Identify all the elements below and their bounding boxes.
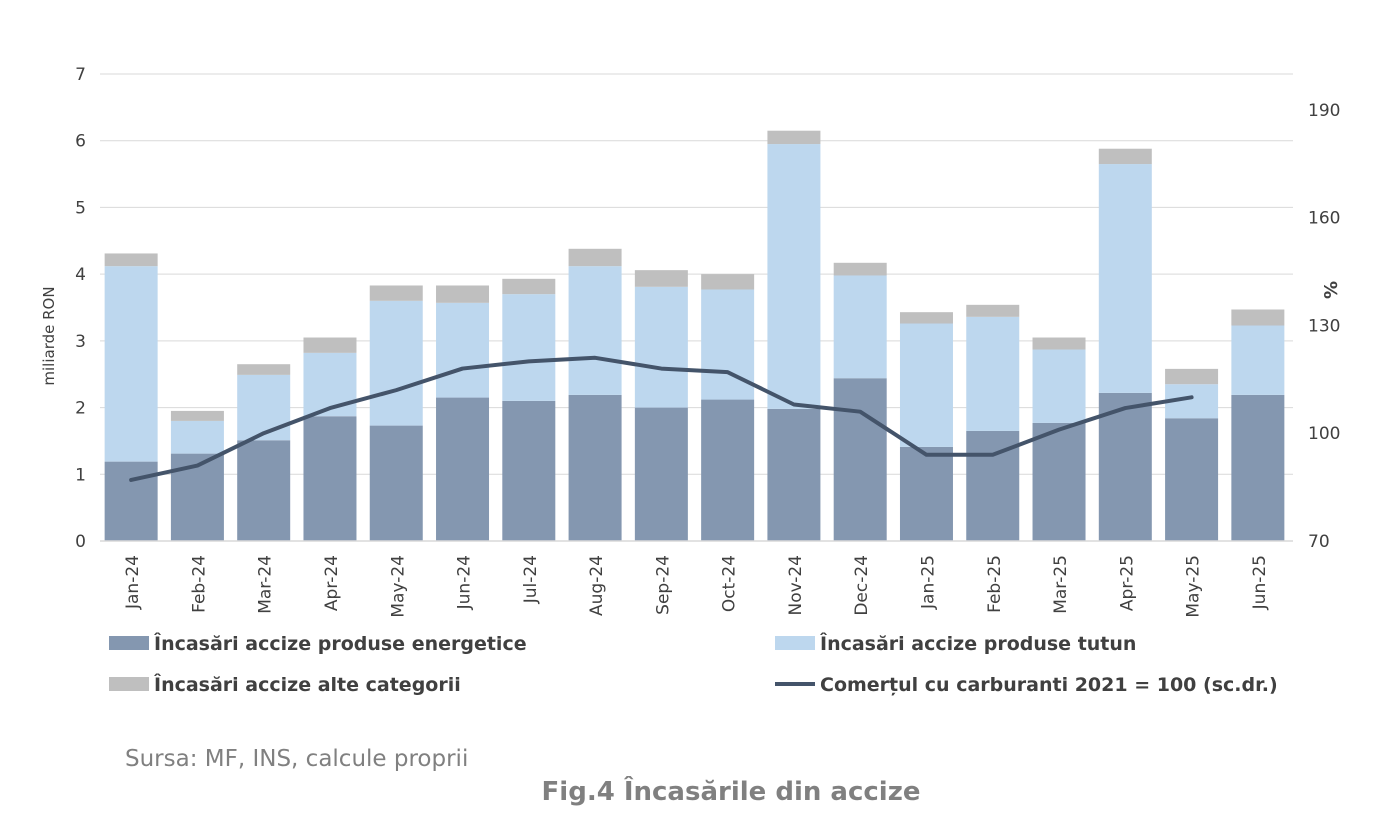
bar-segment-3 [634, 270, 688, 287]
legend-label-4: Comerțul cu carburanti 2021 = 100 (sc.dr… [820, 674, 1278, 696]
x-tick-label: Dec-24 [852, 555, 872, 616]
legend-swatch-3 [109, 677, 149, 691]
bar-segment-3 [1032, 337, 1086, 350]
bar-segment-2 [502, 294, 556, 401]
bar-segment-1 [1231, 394, 1285, 541]
x-tick-label: Jul-24 [521, 555, 541, 604]
y2-tick-label: 100 [1308, 424, 1340, 444]
source-note: Sursa: MF, INS, calcule proprii [125, 746, 469, 772]
legend-swatch-2 [775, 636, 815, 650]
bar-segment-2 [1098, 164, 1152, 393]
y2-axis-label: % [1321, 281, 1342, 299]
bar-segment-3 [303, 337, 357, 353]
bar-segment-2 [634, 286, 688, 408]
y-tick-label: 5 [75, 198, 86, 218]
bar-segment-1 [369, 425, 423, 541]
bar-segment-3 [568, 248, 622, 267]
x-tick-label: Oct-24 [720, 555, 740, 612]
bar-segment-1 [502, 400, 556, 541]
bar-segment-3 [833, 262, 887, 276]
x-tick-label: May-25 [1184, 555, 1204, 618]
x-tick-label: May-24 [388, 555, 408, 618]
bar-segment-2 [1231, 325, 1285, 395]
bar-segment-1 [634, 407, 688, 541]
y2-tick-label: 130 [1308, 316, 1340, 336]
x-tick-label: Feb-24 [189, 555, 209, 613]
legend-label-2: Încasări accize produse tutun [820, 632, 1136, 655]
legend: Încasări accize produse energetice Încasă… [109, 632, 1278, 696]
bar-segment-1 [1165, 418, 1219, 541]
x-tick-label: Nov-24 [786, 555, 806, 616]
x-tick-label: Jun-25 [1250, 555, 1270, 610]
figure-title: Fig.4 Încasările din accize [541, 777, 921, 807]
bar-segment-3 [1231, 309, 1285, 326]
bar-segment-3 [1098, 148, 1152, 165]
bar-segment-3 [701, 274, 755, 290]
bar-segment-1 [1032, 422, 1086, 541]
y-tick-label: 0 [75, 532, 86, 552]
bar-segment-1 [701, 399, 755, 541]
bar-segment-2 [303, 352, 357, 417]
bar-segment-1 [303, 416, 357, 541]
bar-segment-1 [767, 408, 821, 541]
bar-segment-2 [104, 266, 158, 462]
bar-segment-2 [369, 300, 423, 426]
bar-segment-1 [237, 440, 291, 541]
bar-segment-3 [104, 253, 158, 267]
bar-segment-1 [568, 394, 622, 541]
bar-segment-3 [899, 312, 953, 324]
bar-segment-3 [237, 364, 291, 375]
legend-label-3: Încasări accize alte categorii [154, 673, 461, 696]
y-tick-label: 4 [75, 265, 86, 285]
bar-segment-3 [502, 278, 556, 295]
fuel-trade-line-layer [129, 355, 1194, 482]
x-tick-label: Apr-24 [322, 555, 342, 611]
bar-segment-3 [436, 285, 490, 303]
x-tick-label: Apr-25 [1117, 555, 1137, 611]
bar-segment-1 [104, 461, 158, 541]
y-tick-label: 7 [75, 65, 86, 85]
bar-stacks [104, 130, 1285, 541]
bar-segment-2 [1032, 349, 1086, 423]
axes: 0 1 2 3 4 5 6 7 70 100 130 160 190 Jan-24 Feb-24 Mar-24… [75, 65, 1340, 618]
bar-segment-2 [833, 275, 887, 379]
x-tick-label: Aug-24 [587, 555, 607, 616]
bar-segment-3 [369, 285, 423, 301]
y-tick-label: 6 [75, 132, 86, 152]
x-tick-label: Feb-25 [985, 555, 1005, 613]
bar-segment-1 [1098, 392, 1152, 541]
x-tick-label: Jan-25 [918, 555, 938, 610]
x-tick-label: Mar-24 [256, 555, 276, 614]
y2-tick-label: 160 [1308, 209, 1340, 229]
fuel-trade-line [129, 355, 1194, 482]
bar-segment-1 [436, 397, 490, 541]
legend-label-1: Încasări accize produse energetice [154, 632, 527, 655]
bar-segment-2 [170, 420, 224, 454]
bar-segment-2 [568, 266, 622, 395]
bar-segment-1 [899, 446, 953, 541]
bar-segment-2 [899, 323, 953, 447]
bar-segment-1 [833, 378, 887, 541]
gridlines [100, 73, 1293, 475]
bar-segment-2 [237, 374, 291, 441]
bar-segment-2 [966, 316, 1020, 431]
bar-segment-3 [966, 304, 1020, 317]
bar-segment-3 [1165, 368, 1219, 385]
x-tick-label: Jan-24 [123, 555, 143, 610]
bar-segment-2 [767, 144, 821, 409]
y-tick-label: 1 [75, 465, 86, 485]
y-axis-label: miliarde RON [40, 286, 58, 385]
y-tick-label: 2 [75, 399, 86, 419]
bar-segment-2 [436, 302, 490, 398]
legend-swatch-1 [109, 636, 149, 650]
bar-segment-3 [767, 130, 821, 145]
y2-tick-label: 190 [1308, 101, 1340, 121]
x-tick-label: Sep-24 [653, 555, 673, 615]
y2-tick-label: 70 [1308, 532, 1330, 552]
bar-segment-3 [170, 410, 224, 421]
x-tick-label: Jun-24 [455, 555, 475, 610]
x-tick-label: Mar-25 [1051, 555, 1071, 614]
y-tick-label: 3 [75, 332, 86, 352]
